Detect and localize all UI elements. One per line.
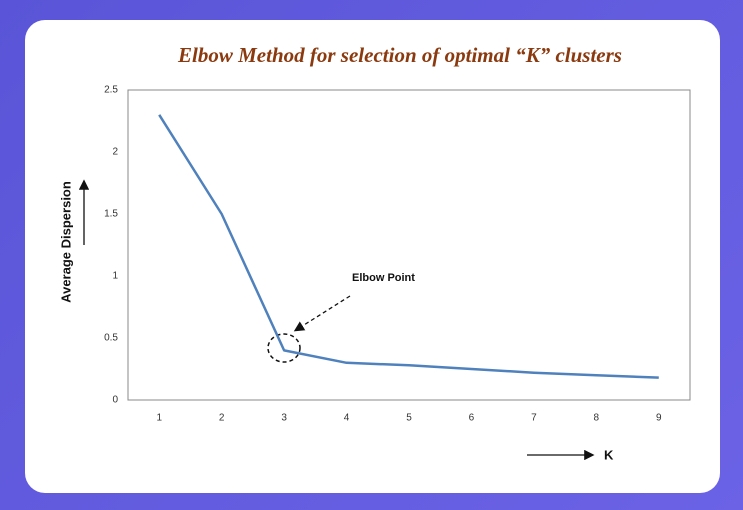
x-tick-label: 1 [156, 413, 162, 424]
x-tick-label: 8 [594, 413, 600, 424]
x-tick-label: 4 [344, 413, 350, 424]
x-tick-label: 3 [281, 413, 287, 424]
annotation: Elbow Point [352, 272, 415, 284]
y-axis-label: Average Dispersion [58, 181, 73, 303]
y-tick-label: 1.5 [104, 209, 118, 220]
x-tick-label: 2 [219, 413, 225, 424]
data-line [158, 114, 659, 379]
x-tick-label: 5 [406, 413, 412, 424]
x-tick-label: 9 [656, 413, 662, 424]
plot-frame [127, 89, 691, 401]
y-tick-label: 0.5 [104, 333, 118, 344]
card [25, 20, 720, 493]
y-tick-label: 2.5 [104, 85, 118, 96]
y-tick-label: 1 [112, 271, 118, 282]
chart-title: Elbow Method for selection of optimal “K… [177, 43, 622, 67]
y-tick-label: 2 [112, 147, 118, 158]
elbow-circle [267, 333, 301, 363]
x-tick-label: 7 [531, 413, 537, 424]
annotation-arrow [293, 295, 351, 332]
x-tick-label: 6 [469, 413, 475, 424]
x-axis-label: K [604, 447, 614, 462]
y-tick-label: 0 [112, 395, 118, 406]
